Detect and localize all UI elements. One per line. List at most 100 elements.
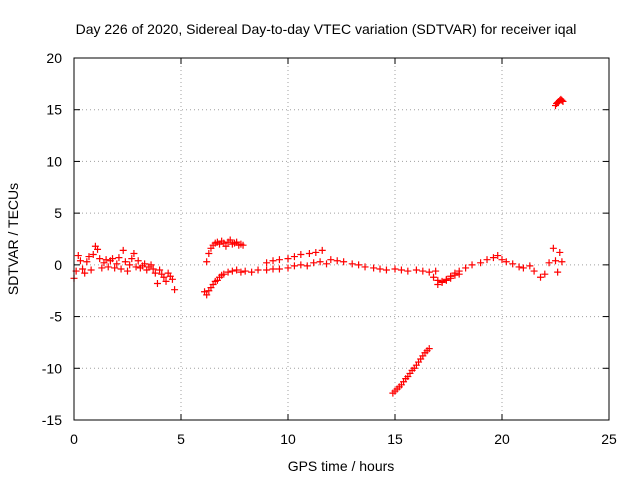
data-point [509, 260, 517, 268]
data-point [310, 259, 318, 267]
data-point [76, 257, 84, 265]
data-point [297, 251, 305, 259]
y-tick-label: -5 [50, 309, 63, 325]
y-axis-label: SDTVAR / TECUs [5, 183, 21, 295]
data-point [96, 255, 104, 263]
data-point [412, 266, 420, 274]
data-point [119, 246, 127, 254]
data-point [233, 266, 241, 274]
data-point [305, 249, 313, 257]
data-point [220, 270, 228, 278]
data-point [81, 269, 89, 277]
data-point [397, 266, 405, 274]
data-point [303, 262, 311, 270]
data-point [526, 262, 534, 270]
data-point [151, 269, 159, 277]
x-tick-label: 0 [70, 431, 78, 447]
data-point [162, 277, 170, 285]
data-point [269, 265, 277, 273]
data-point [237, 268, 245, 276]
data-point [171, 286, 179, 294]
data-point [494, 252, 502, 260]
data-point [419, 267, 427, 275]
data-point [117, 265, 125, 273]
x-tick-label: 15 [387, 431, 403, 447]
data-point [228, 267, 236, 275]
y-tick-label: 10 [46, 153, 62, 169]
series-afternoon-band [434, 244, 566, 289]
data-point [126, 261, 134, 269]
data-point [263, 266, 271, 274]
data-point [370, 264, 378, 272]
data-point [434, 276, 442, 284]
data-point [537, 273, 545, 281]
data-point [430, 273, 438, 281]
data-point [124, 267, 131, 275]
data-point [545, 259, 553, 267]
series-afternoon-lower [430, 270, 463, 286]
data-point [79, 265, 87, 273]
grid-lines [74, 58, 609, 420]
data-point [382, 266, 390, 274]
data-point [559, 97, 567, 105]
data-point [113, 260, 121, 268]
data-point [130, 249, 138, 257]
data-point [462, 264, 470, 272]
x-tick-label: 10 [280, 431, 296, 447]
data-point [327, 256, 335, 264]
data-point [556, 248, 564, 256]
data-point [468, 261, 476, 269]
series-morning-upper-arc [203, 236, 247, 266]
plot-frame [73, 57, 610, 421]
data-point [455, 270, 463, 278]
data-point [269, 257, 277, 265]
data-point [74, 252, 82, 260]
data-point [297, 261, 305, 269]
data-point [502, 258, 510, 266]
data-point [425, 345, 433, 353]
data-point [128, 255, 136, 263]
data-point [168, 275, 176, 283]
x-tick-label: 5 [177, 431, 185, 447]
data-point [340, 258, 348, 266]
data-point [284, 264, 292, 272]
data-point [554, 268, 562, 276]
data-point [85, 253, 93, 261]
data-point [312, 248, 320, 256]
data-point [425, 268, 433, 276]
data-point [111, 264, 119, 272]
data-point [239, 241, 247, 249]
data-point [87, 266, 95, 274]
data-point [226, 236, 234, 244]
data-point [323, 260, 331, 268]
data-point [102, 256, 110, 264]
data-point [290, 253, 298, 261]
data-point [205, 249, 213, 257]
data-point [153, 279, 161, 287]
data-point [355, 261, 363, 269]
data-point [290, 262, 298, 270]
data-point [477, 259, 485, 267]
data-point [275, 256, 283, 264]
data-point [284, 255, 292, 263]
data-point [333, 257, 341, 265]
data-point [203, 258, 211, 266]
data-point [391, 265, 399, 273]
data-point [94, 245, 102, 253]
data-point [552, 257, 559, 265]
data-point [447, 274, 455, 282]
y-tick-label: -15 [42, 412, 62, 428]
data-point [241, 267, 249, 275]
data-point [438, 278, 446, 286]
data-point [149, 265, 157, 273]
y-tick-label: 0 [54, 257, 62, 273]
chart-title: Day 226 of 2020, Sidereal Day-to-day VTE… [76, 21, 577, 37]
data-point [530, 267, 538, 275]
tick-labels: 0 5 10 15 20 25 -15 -10 -5 0 5 10 15 20 [42, 50, 617, 447]
data-point [83, 258, 91, 266]
data-points [70, 95, 567, 397]
series-negative-excursion [389, 345, 433, 397]
series-morning-lower-arc [201, 258, 331, 299]
data-point [348, 260, 356, 268]
series-late-spike [552, 95, 567, 110]
